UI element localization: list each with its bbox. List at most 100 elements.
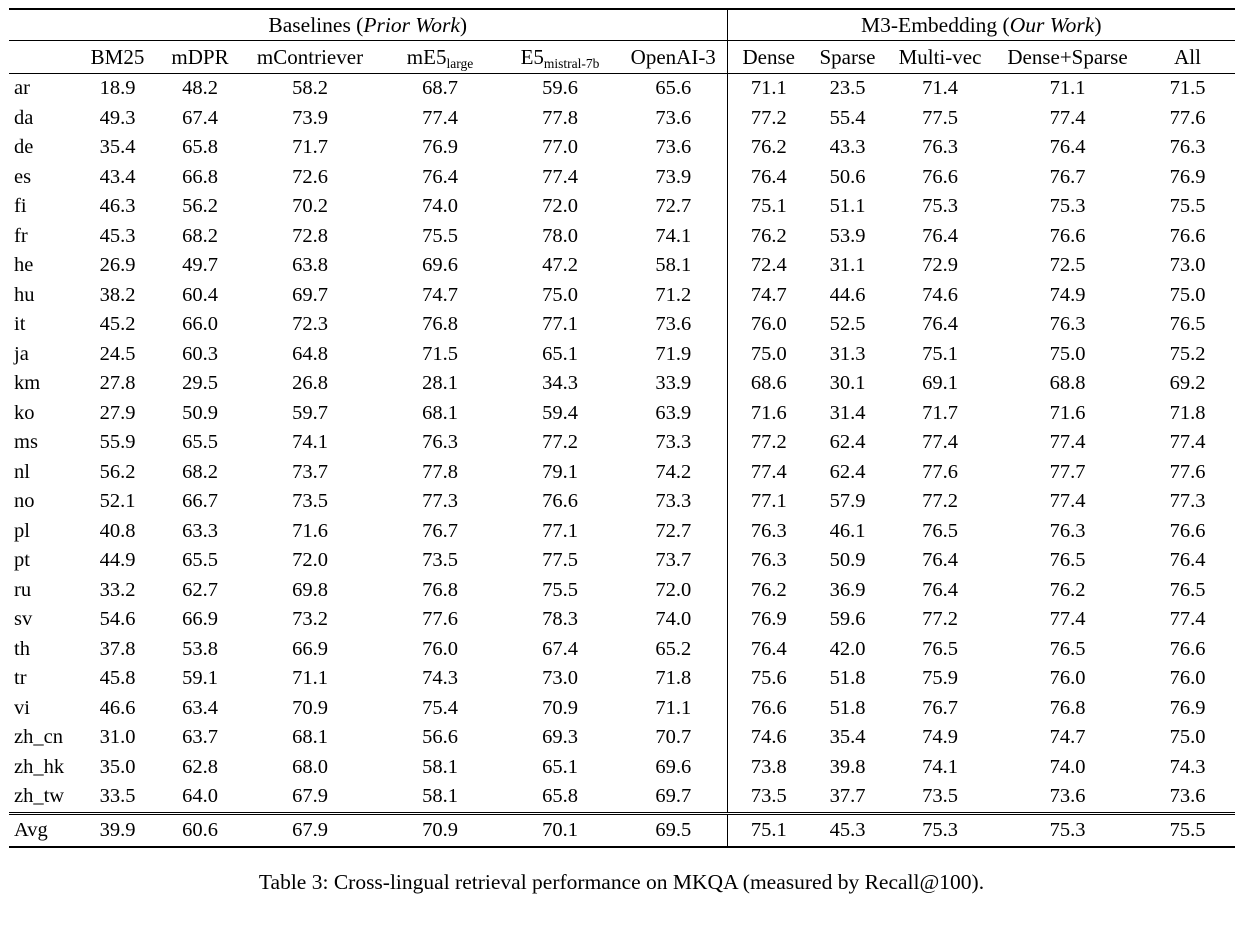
- data-cell-zh_hk-all: 74.3: [1169, 755, 1206, 778]
- data-cell-pt-multi-vec: 76.4: [922, 549, 958, 572]
- table-row-da: da 49.3 67.4 73.9 77.4 77.8 73.6 77.2 55.4 77.5 77…: [9, 103, 1235, 133]
- data-cell-he-all: 73.0: [1169, 254, 1206, 277]
- data-cell-zh_hk-multi-vec: 74.1: [922, 755, 958, 778]
- data-cell-km-multi-vec: 69.1: [922, 372, 958, 395]
- data-cell-fi-multi-vec: 75.3: [922, 195, 958, 218]
- data-cell-de-sparse: 43.3: [829, 136, 866, 159]
- data-cell-de-e5: 77.0: [542, 136, 578, 159]
- data-cell-pl-all: 76.6: [1169, 519, 1206, 542]
- table-row-sv: sv 54.6 66.9 73.2 77.6 78.3 74.0 76.9 59.6 77.2 77…: [9, 605, 1235, 635]
- data-cell-es-mdpr: 66.8: [182, 165, 218, 188]
- data-cell-ko-multi-vec: 71.7: [922, 401, 958, 424]
- row-label-sv: sv: [14, 608, 33, 631]
- table-row-es: es 43.4 66.8 72.6 76.4 77.4 73.9 76.4 50.6 76.6 76…: [9, 162, 1235, 192]
- data-cell-zh_hk-mdpr: 62.8: [182, 755, 218, 778]
- data-cell-nl-mdpr: 68.2: [182, 460, 218, 483]
- data-cell-fi-bm25: 46.3: [99, 195, 136, 218]
- group-label-m3-pre: M3-Embedding (: [861, 12, 1010, 37]
- data-cell-fr-multi-vec: 76.4: [922, 224, 958, 247]
- data-cell-hu-bm25: 38.2: [99, 283, 136, 306]
- data-cell-es-dense-sparse: 76.7: [1049, 165, 1086, 188]
- data-cell-ru-mdpr: 62.7: [182, 578, 218, 601]
- data-cell-fi-dense-sparse: 75.3: [1049, 195, 1086, 218]
- row-label-km: km: [14, 372, 41, 395]
- data-cell-fr-mdpr: 68.2: [182, 224, 218, 247]
- data-cell-ja-mcontriever: 64.8: [292, 342, 328, 365]
- data-cell-pl-multi-vec: 76.5: [922, 519, 958, 542]
- data-cell-da-mcontriever: 73.9: [292, 106, 328, 129]
- data-cell-zh_cn-dense: 74.6: [750, 726, 787, 749]
- data-cell-da-mdpr: 67.4: [182, 106, 218, 129]
- group-label-baselines-pre: Baselines (: [268, 12, 364, 37]
- data-cell-vi-dense-sparse: 76.8: [1049, 696, 1086, 719]
- data-cell-da-multi-vec: 77.5: [922, 106, 958, 129]
- data-cell-he-dense: 72.4: [750, 254, 787, 277]
- data-cell-fi-e5: 72.0: [542, 195, 578, 218]
- column-header-all: All: [1140, 40, 1236, 74]
- data-cell-pt-me5: 73.5: [422, 549, 458, 572]
- data-cell-km-dense: 68.6: [750, 372, 787, 395]
- data-cell-fr-sparse: 53.9: [829, 224, 866, 247]
- data-cell-ar-mdpr: 48.2: [182, 77, 218, 100]
- column-header-mdpr: mDPR: [160, 40, 240, 74]
- data-cell-Avg-me5: 70.9: [380, 811, 500, 847]
- data-cell-ru-openai-3: 72.0: [620, 575, 728, 605]
- data-cell-ms-multi-vec: 77.4: [922, 431, 958, 454]
- row-label-fr: fr: [14, 224, 28, 247]
- data-cell-Avg-all: 75.5: [1140, 811, 1236, 847]
- row-label-ko: ko: [14, 401, 35, 424]
- row-label-ar: ar: [14, 77, 30, 100]
- data-cell-th-e5: 67.4: [542, 637, 578, 660]
- data-cell-tr-all: 76.0: [1169, 667, 1206, 690]
- data-cell-ru-all: 76.5: [1169, 578, 1206, 601]
- data-cell-fi-all: 75.5: [1169, 195, 1206, 218]
- table-row-ar: ar 18.9 48.2 58.2 68.7 59.6 65.6 71.1 23.5 71.4 71…: [9, 73, 1235, 104]
- column-header-subscript: mistral-7b: [543, 55, 600, 71]
- data-cell-ar-dense-sparse: 71.1: [1049, 77, 1086, 100]
- data-cell-ms-sparse: 62.4: [829, 431, 866, 454]
- data-cell-nl-dense: 77.4: [750, 460, 787, 483]
- column-header-multi-vec: Multi-vec: [885, 40, 995, 74]
- data-cell-zh_tw-multi-vec: 73.5: [922, 785, 958, 808]
- data-cell-no-mcontriever: 73.5: [292, 490, 328, 513]
- data-cell-nl-sparse: 62.4: [829, 460, 866, 483]
- data-cell-ar-me5: 68.7: [422, 77, 458, 100]
- row-label-hu: hu: [14, 283, 35, 306]
- table-row-nl: nl 56.2 68.2 73.7 77.8 79.1 74.2 77.4 62.4 77.6 77…: [9, 457, 1235, 487]
- data-cell-th-multi-vec: 76.5: [922, 637, 958, 660]
- data-cell-ms-openai-3: 73.3: [620, 428, 728, 458]
- row-label-fi: fi: [14, 195, 27, 218]
- data-cell-fi-mdpr: 56.2: [182, 195, 218, 218]
- data-cell-pl-e5: 77.1: [542, 519, 578, 542]
- data-cell-da-bm25: 49.3: [99, 106, 136, 129]
- data-cell-ko-mcontriever: 59.7: [292, 401, 328, 424]
- data-cell-es-bm25: 43.4: [99, 165, 136, 188]
- data-cell-Avg-multi-vec: 75.3: [885, 811, 995, 847]
- table-row-pt: pt 44.9 65.5 72.0 73.5 77.5 73.7 76.3 50.9 76.4 76…: [9, 546, 1235, 576]
- data-cell-th-sparse: 42.0: [829, 637, 866, 660]
- data-cell-de-multi-vec: 76.3: [922, 136, 958, 159]
- data-cell-zh_hk-dense: 73.8: [750, 755, 787, 778]
- data-cell-no-sparse: 57.9: [829, 490, 866, 513]
- data-cell-hu-mdpr: 60.4: [182, 283, 218, 306]
- data-cell-ja-e5: 65.1: [542, 342, 578, 365]
- data-cell-pt-mdpr: 65.5: [182, 549, 218, 572]
- data-cell-hu-dense-sparse: 74.9: [1049, 283, 1086, 306]
- column-header-dense-sparse: Dense+Sparse: [995, 40, 1140, 74]
- data-cell-ar-mcontriever: 58.2: [292, 77, 328, 100]
- data-cell-zh_tw-me5: 58.1: [422, 785, 458, 808]
- data-cell-ms-dense: 77.2: [750, 431, 787, 454]
- data-cell-vi-me5: 75.4: [422, 696, 458, 719]
- data-cell-zh_cn-bm25: 31.0: [99, 726, 136, 749]
- row-label-tr: tr: [14, 667, 27, 690]
- data-cell-nl-e5: 79.1: [542, 460, 578, 483]
- data-cell-da-dense: 77.2: [750, 106, 787, 129]
- data-cell-no-multi-vec: 77.2: [922, 490, 958, 513]
- data-cell-km-me5: 28.1: [422, 372, 458, 395]
- data-cell-de-dense-sparse: 76.4: [1049, 136, 1086, 159]
- data-cell-pl-dense: 76.3: [750, 519, 787, 542]
- group-header-row: Baselines (Prior Work) M3-Embedding (Our…: [9, 9, 1236, 41]
- data-cell-th-mcontriever: 66.9: [292, 637, 328, 660]
- data-cell-zh_hk-sparse: 39.8: [829, 755, 866, 778]
- data-cell-ru-sparse: 36.9: [829, 578, 866, 601]
